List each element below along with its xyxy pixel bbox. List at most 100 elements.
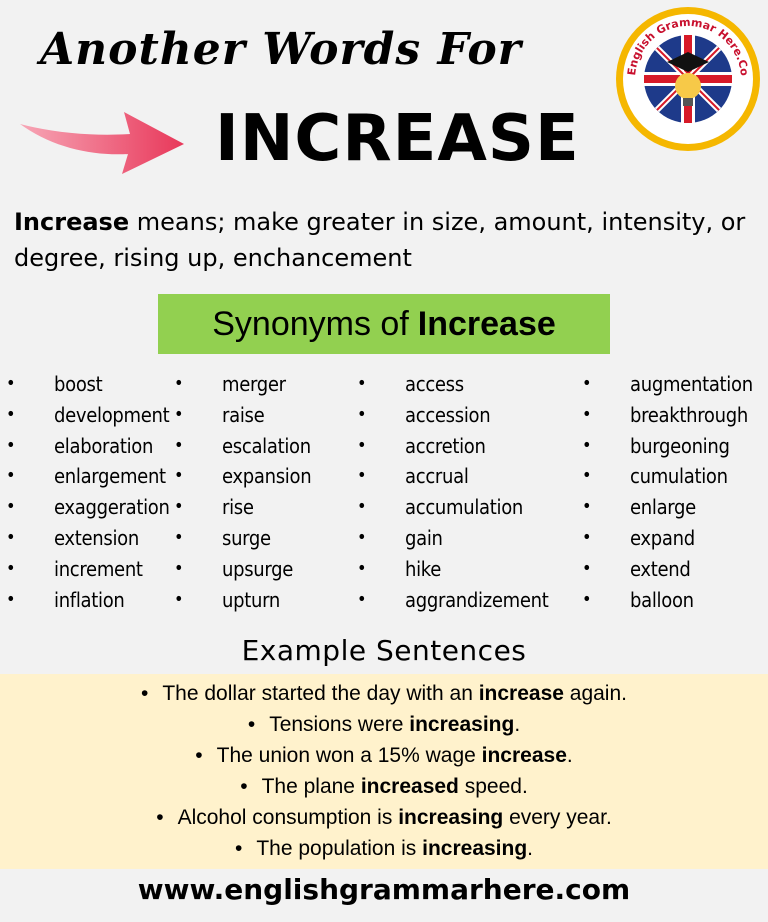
synonym-item: • access (357, 370, 577, 401)
sentence-keyword: increasing (422, 837, 528, 860)
synonym-word: inflation (54, 587, 125, 612)
bullet-icon: • (174, 496, 184, 518)
page-title-main: INCREASE (215, 102, 580, 176)
sentence-text: . (514, 713, 521, 736)
synonym-item: • augmentation (582, 370, 762, 401)
synonym-item: • gain (357, 524, 577, 555)
synonym-item: • expansion (174, 462, 354, 493)
bullet-icon: • (195, 744, 203, 767)
synonym-item: • escalation (174, 432, 354, 463)
sentence-text: . (566, 744, 573, 767)
synonym-item: • breakthrough (582, 401, 762, 432)
synonym-item: • surge (174, 524, 354, 555)
sentence-text: Tensions were (269, 713, 410, 736)
synonym-word: upsurge (222, 556, 294, 581)
synonym-word: rise (222, 495, 254, 520)
examples-box: • The dollar started the day with an incr… (0, 674, 768, 869)
sentence-text: speed. (458, 775, 528, 798)
sentence-keyword: increased (360, 775, 459, 798)
synonym-item: • rise (174, 493, 354, 524)
synonym-item: • merger (174, 370, 354, 401)
sentence-keyword: increasing (409, 713, 515, 736)
synonym-word: expansion (222, 464, 312, 489)
synonym-item: • boost (6, 370, 176, 401)
synonym-column-4: • augmentation • breakthrough • burgeoning • cu… (582, 370, 762, 616)
synonym-item: • expand (582, 524, 762, 555)
bullet-icon: • (582, 465, 592, 487)
synonym-item: • balloon (582, 586, 762, 617)
bullet-icon: • (174, 588, 184, 610)
bullet-icon: • (6, 373, 16, 394)
synonym-word: expand (630, 525, 695, 550)
synonym-word: burgeoning (630, 433, 730, 458)
website-url[interactable]: www.englishgrammarhere.com (137, 873, 631, 906)
synonym-item: • extension (6, 524, 176, 555)
synonym-item: • accretion (357, 432, 577, 463)
synonym-word: cumulation (630, 464, 728, 489)
synonym-word: exaggeration (54, 495, 170, 520)
bullet-icon: • (6, 588, 16, 610)
synonym-item: • elaboration (6, 432, 176, 463)
site-logo[interactable]: English Grammar Here.Com (613, 4, 763, 154)
page-title-top: Another Words For (40, 24, 522, 75)
synonym-item: • upturn (174, 586, 354, 617)
synonym-word: hike (405, 556, 441, 581)
definition-text: means; make greater in size, amount, int… (14, 208, 746, 272)
bullet-icon: • (582, 403, 592, 425)
bullet-icon: • (174, 557, 184, 579)
synonym-column-3: • access • accession • accretion • accrual • accu… (357, 370, 577, 616)
synonym-word: extension (54, 525, 139, 550)
synonym-word: extend (630, 556, 691, 581)
synonym-word: boost (54, 372, 103, 396)
example-sentence: • The population is increasing. (0, 833, 768, 864)
bullet-icon: • (357, 465, 367, 487)
bullet-icon: • (240, 775, 248, 798)
synonym-word: accumulation (405, 495, 524, 520)
bullet-icon: • (6, 557, 16, 579)
bullet-icon: • (174, 526, 184, 548)
bullet-icon: • (357, 403, 367, 425)
bullet-icon: • (357, 588, 367, 610)
bullet-icon: • (357, 496, 367, 518)
bullet-icon: • (174, 434, 184, 456)
sentence-text: Alcohol consumption is (177, 806, 399, 829)
bullet-icon: • (174, 403, 184, 425)
synonym-item: • accumulation (357, 493, 577, 524)
bullet-icon: • (6, 526, 16, 548)
bullet-icon: • (357, 557, 367, 579)
definition-term: Increase (14, 208, 130, 236)
synonym-item: • enlarge (582, 493, 762, 524)
synonym-word: augmentation (630, 372, 753, 396)
example-sentence: • The union won a 15% wage increase. (0, 740, 768, 771)
synonym-item: • aggrandizement (357, 586, 577, 617)
synonym-word: elaboration (54, 433, 154, 458)
bullet-icon: • (247, 713, 256, 736)
synonym-column-1: • boost • development • elaboration • enlargeme… (6, 370, 176, 616)
synonym-word: enlarge (630, 495, 696, 520)
synonym-item: • accrual (357, 462, 577, 493)
sentence-text: The population is (256, 837, 423, 860)
definition: Increase means; make greater in size, am… (14, 204, 754, 276)
synonym-item: • inflation (6, 586, 176, 617)
example-sentence: • The dollar started the day with an incr… (0, 678, 768, 709)
bullet-icon: • (234, 837, 243, 860)
sentence-text: The plane (261, 775, 361, 798)
bullet-icon: • (357, 373, 367, 394)
synonyms-banner: Synonyms of Increase (158, 294, 610, 354)
synonyms-heading-prefix: Synonyms of (212, 304, 409, 343)
bullet-icon: • (156, 806, 164, 829)
sentence-text: . (527, 837, 534, 860)
synonym-word: accretion (405, 433, 486, 458)
synonym-word: breakthrough (630, 402, 748, 427)
sentence-keyword: increase (478, 682, 564, 705)
sentence-text: The dollar started the day with an (162, 682, 479, 705)
bullet-icon: • (582, 526, 592, 548)
bullet-icon: • (6, 403, 16, 425)
bullet-icon: • (582, 557, 592, 579)
synonym-item: • cumulation (582, 462, 762, 493)
sentence-text: again. (563, 682, 627, 705)
sentence-text: every year. (503, 806, 612, 829)
examples-heading: Example Sentences (241, 634, 527, 667)
synonym-item: • burgeoning (582, 432, 762, 463)
example-sentence: • Alcohol consumption is increasing every… (0, 802, 768, 833)
